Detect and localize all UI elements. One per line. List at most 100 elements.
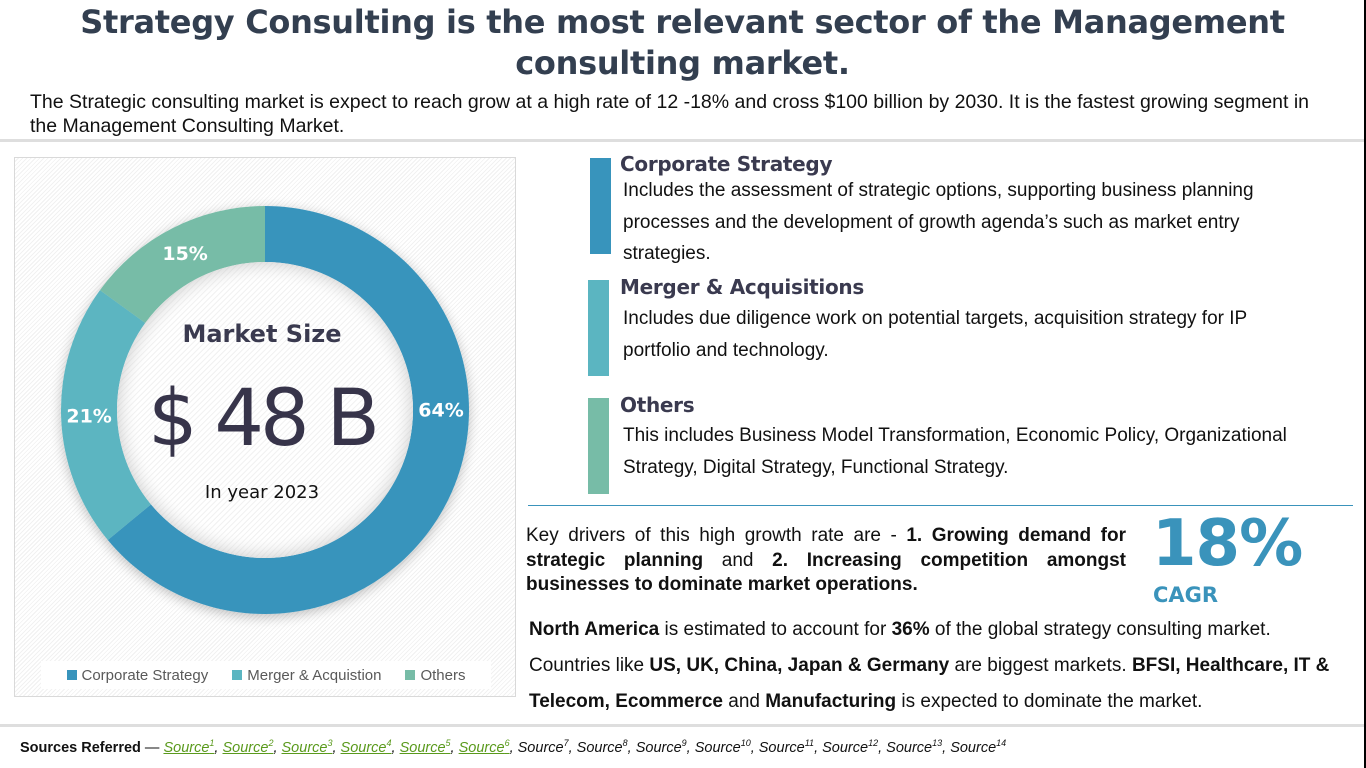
donut-slice-corporate-strategy (107, 206, 470, 614)
center-caption: In year 2023 (205, 482, 319, 503)
slide-right-border (1364, 0, 1366, 768)
source-list: Source1, Source2, Source3, Source4, Sour… (163, 738, 1007, 756)
legend-label: Others (420, 666, 466, 684)
source-text: Source (635, 739, 682, 756)
category-title: Corporate Strategy (620, 152, 833, 176)
fact-text: of the global strategy consulting market… (529, 619, 1271, 676)
category-description: Includes due diligence work on potential… (623, 308, 1247, 361)
category-description: This includes Business Model Transformat… (623, 425, 1287, 478)
source-separator: , (627, 739, 636, 756)
source-separator: , (878, 739, 887, 756)
fact-text: are biggest markets. (949, 655, 1132, 676)
source-text: Source (576, 739, 623, 756)
source-separator: , (750, 739, 759, 756)
fact-sectors: BFSI, Healthcare, IT & Telecom, Ecommerc… (529, 655, 1330, 712)
source-link-7: Source7 (517, 738, 569, 756)
legend-item-others: Others (405, 667, 465, 684)
category-color-bar (590, 158, 611, 254)
source-link-12: Source12 (822, 738, 879, 756)
source-link-9: Source9 (635, 738, 687, 756)
category-description: Includes the assessment of strategic opt… (623, 180, 1254, 264)
category-color-bar (588, 398, 609, 494)
source-link-11: Source11 (758, 738, 814, 756)
source-text: Source (281, 739, 328, 756)
source-link-8: Source8 (576, 738, 628, 756)
source-number: 2 (268, 738, 274, 748)
drivers-conjunction: and (703, 549, 773, 571)
source-link-3[interactable]: Source3 (281, 738, 333, 756)
cagr-label: CAGR (1153, 583, 1219, 607)
chart-legend: Corporate Strategy Merger & Acquistion O… (41, 661, 491, 689)
legend-label: Merger & Acquistion (247, 666, 382, 684)
source-separator: , (450, 739, 459, 756)
source-number: 12 (868, 738, 879, 748)
drivers-intro: Key drivers of this high growth rate are… (526, 525, 907, 546)
source-text: Source (886, 739, 933, 756)
legend-label: Corporate Strategy (81, 666, 209, 684)
source-number: 4 (386, 738, 392, 748)
source-text: Source (222, 739, 269, 756)
donut-chart-panel: 64% 21% 15% Market Size $ 48 B In year 202… (14, 157, 516, 697)
category-title: Others (620, 393, 695, 417)
category-color-bar (588, 280, 609, 376)
source-link-1[interactable]: Source1 (163, 738, 215, 756)
cagr-value: 18% (1152, 507, 1303, 581)
source-text: Source (517, 739, 564, 756)
source-separator: , (814, 739, 823, 756)
legend-swatch (405, 670, 416, 680)
source-link-4[interactable]: Source4 (340, 738, 392, 756)
donut-slice-label: 15% (162, 243, 207, 265)
donut-slice-merger-acquistion (61, 290, 151, 541)
center-value: $ 48 B (148, 374, 376, 464)
source-link-6[interactable]: Source6 (458, 738, 510, 756)
fact-text: is expected to dominate the market. (896, 691, 1203, 712)
source-number: 5 (445, 738, 451, 748)
donut-slice-others (99, 206, 265, 324)
source-separator: , (942, 739, 951, 756)
source-number: 13 (932, 738, 943, 748)
donut-slice-label: 21% (66, 406, 111, 428)
section-divider (528, 505, 1353, 506)
source-number: 10 (740, 738, 751, 748)
source-text: Source (950, 739, 997, 756)
source-separator: , (391, 739, 400, 756)
driver-1: 1. Growing demand for strategic planning (526, 525, 1126, 571)
bottom-divider (0, 724, 1364, 727)
key-drivers-text: Key drivers of this high growth rate are… (526, 524, 1126, 598)
source-text: Source (399, 739, 446, 756)
legend-swatch (232, 670, 243, 680)
donut-hole-shade (117, 262, 413, 558)
source-text: Source (163, 739, 210, 756)
source-number: 9 (681, 738, 687, 748)
source-number: 3 (327, 738, 333, 748)
sources-dash: — (140, 739, 164, 756)
source-text: Source (694, 739, 741, 756)
source-text: Source (458, 739, 505, 756)
source-number: 8 (622, 738, 628, 748)
source-link-13: Source13 (886, 738, 943, 756)
source-link-2[interactable]: Source2 (222, 738, 274, 756)
source-number: 1 (209, 738, 215, 748)
donut-slice-label: 64% (418, 400, 463, 422)
source-separator: , (273, 739, 282, 756)
source-text: Source (340, 739, 387, 756)
legend-swatch (66, 670, 77, 680)
source-number: 6 (504, 738, 510, 748)
legend-item-corporate-strategy: Corporate Strategy (66, 666, 209, 684)
fact-sector-last: Manufacturing (765, 691, 897, 712)
source-link-10: Source10 (694, 738, 751, 756)
category-title: Merger & Acquisitions (620, 275, 864, 299)
source-separator: , (509, 739, 518, 756)
source-separator: , (214, 739, 223, 756)
source-text: Source (758, 739, 805, 756)
donut-chart: 64% 21% 15% Market Size $ 48 B In year 202… (61, 206, 470, 614)
market-facts-text: North America is estimated to account fo… (529, 612, 1344, 720)
legend-item-merger-acquisition: Merger & Acquistion (232, 667, 381, 684)
sources-label: Sources Referred (20, 739, 141, 756)
fact-region: North America (529, 619, 660, 640)
driver-2: 2. Increasing competition amongst busine… (526, 549, 1126, 596)
source-number: 14 (996, 738, 1007, 748)
source-link-5[interactable]: Source5 (399, 738, 451, 756)
fact-share: 36% (891, 619, 930, 640)
fact-countries: US, UK, China, Japan & Germany (649, 655, 950, 676)
